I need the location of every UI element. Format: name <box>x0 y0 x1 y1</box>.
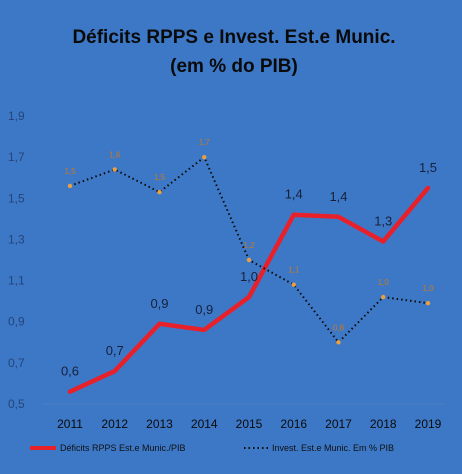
data-point-invest <box>112 167 117 172</box>
y-tick-label: 1,9 <box>8 109 25 123</box>
data-label-invest: 1,1 <box>288 266 300 275</box>
x-tick-label: 2019 <box>415 417 442 431</box>
data-point-invest <box>202 154 207 160</box>
y-tick-label: 0,7 <box>8 356 25 370</box>
x-tick-label: 2013 <box>146 417 173 431</box>
data-label-deficits: 1,3 <box>374 213 392 228</box>
data-label-invest: 1,6 <box>109 150 121 159</box>
data-label-deficits: 0,7 <box>106 343 124 358</box>
data-point-invest <box>157 189 162 195</box>
chart-subtitle: (em % do PIB) <box>170 56 298 77</box>
x-tick-label: 2018 <box>370 417 397 431</box>
data-point-invest <box>381 294 386 300</box>
y-tick-label: 0,9 <box>8 315 25 329</box>
data-point-deficits <box>426 186 430 190</box>
data-point-deficits <box>158 322 161 326</box>
data-label-deficits: 1,5 <box>419 160 437 175</box>
data-label-deficits: 0,9 <box>150 296 168 311</box>
x-tick-label: 2017 <box>325 417 352 431</box>
data-point-deficits <box>292 213 296 217</box>
data-label-invest: 1,2 <box>243 241 255 250</box>
data-label-invest: 1,5 <box>64 167 76 176</box>
data-point-deficits <box>381 239 385 243</box>
y-tick-label: 1,5 <box>8 191 25 205</box>
data-point-invest <box>246 257 252 263</box>
data-label-invest: 1,7 <box>199 138 211 147</box>
data-label-deficits: 1,4 <box>285 187 303 202</box>
y-tick-label: 1,7 <box>8 150 25 164</box>
data-label-deficits: 1,4 <box>329 189 347 204</box>
y-tick-label: 1,1 <box>8 274 25 288</box>
data-point-invest <box>67 183 73 189</box>
data-label-deficits: 0,6 <box>61 364 79 379</box>
series-layer <box>67 154 431 394</box>
data-label-invest: 1,5 <box>154 173 166 182</box>
data-label-deficits: 0,9 <box>195 302 213 317</box>
data-labels: 0,6 0,7 0,9 0,9 1,0 1,4 1,4 1,3 1,5 1,5 1,6 1,5 1,7 1… <box>61 138 437 379</box>
data-point-invest <box>425 301 431 306</box>
data-label-invest: 0,8 <box>333 323 345 332</box>
chart-title: Déficits RPPS e Invest. Est.e Munic. <box>72 27 395 48</box>
data-point-deficits <box>202 328 206 332</box>
x-tick-label: 2015 <box>236 417 263 431</box>
y-axis-ticks: 0,5 0,7 0,9 1,1 1,3 1,5 1,7 1,9 <box>8 109 25 411</box>
data-point-deficits <box>68 390 72 394</box>
data-label-deficits: 1,0 <box>240 269 258 284</box>
data-point-deficits <box>337 215 340 219</box>
data-label-invest: 1,0 <box>422 284 434 293</box>
legend-label-invest: Invest. Est.e Munic. Em % PIB <box>272 443 394 453</box>
data-point-deficits <box>247 295 251 299</box>
x-axis-ticks: 2011 2012 2013 2014 2015 2016 2017 2018 2019 <box>57 417 442 431</box>
x-tick-label: 2012 <box>101 417 128 431</box>
x-tick-label: 2014 <box>191 417 218 431</box>
y-tick-label: 1,3 <box>8 232 25 246</box>
x-tick-label: 2016 <box>280 417 307 431</box>
data-point-invest <box>291 282 296 287</box>
data-label-invest: 1,0 <box>378 278 390 287</box>
legend-label-deficits: Déficits RPPS Est.e Munic./PIB <box>60 443 186 453</box>
legend: Déficits RPPS Est.e Munic./PIB Invest. E… <box>30 443 394 453</box>
data-point-deficits <box>113 369 117 373</box>
y-tick-label: 0,5 <box>8 397 25 411</box>
data-point-invest <box>336 340 341 345</box>
x-tick-label: 2011 <box>57 417 83 431</box>
